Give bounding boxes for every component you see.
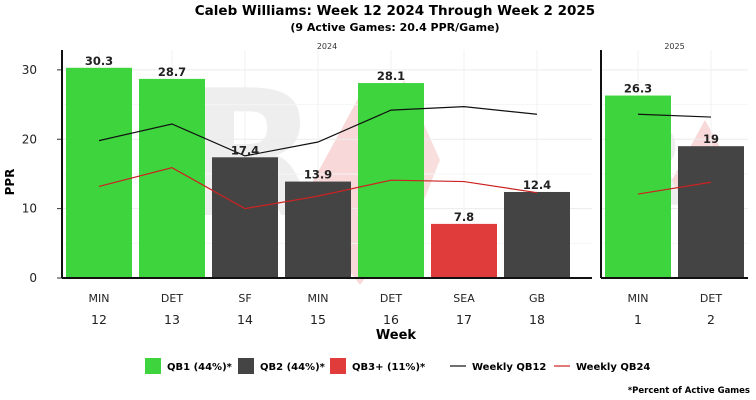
text-labels: 0102030202430.3MIN1228.7DET1317.4SF1413.… (22, 42, 723, 327)
data-label: 28.7 (158, 65, 186, 79)
week-tick-label: 17 (456, 312, 472, 327)
opponent-label: DET (380, 292, 402, 305)
weekly-qb12-line (98, 106, 538, 157)
y-tick-label: 30 (22, 63, 37, 77)
footnote: *Percent of Active Games (628, 386, 750, 396)
legend-swatch (238, 358, 254, 374)
axes (57, 50, 748, 279)
bar (139, 78, 205, 278)
opponent-label: DET (700, 292, 722, 305)
panel-label: 2024 (317, 42, 337, 51)
weekly-qb24-line (98, 167, 538, 210)
bar (678, 146, 744, 278)
legend-label: Weekly QB24 (576, 362, 650, 373)
week-tick-label: 15 (310, 312, 326, 327)
data-label: 13.9 (304, 168, 332, 182)
opponent-label: SF (238, 292, 251, 305)
bar (504, 191, 570, 278)
opponent-label: MIN (89, 292, 110, 305)
opponent-label: GB (529, 292, 545, 305)
week-tick-label: 2 (707, 312, 715, 327)
opponent-label: MIN (308, 292, 329, 305)
data-label: 26.3 (624, 82, 652, 96)
legend-swatch (330, 358, 346, 374)
chart-subtitle: (9 Active Games: 20.4 PPR/Game) (290, 21, 499, 34)
week-tick-label: 18 (529, 312, 545, 327)
data-label: 17.4 (231, 143, 259, 157)
week-tick-label: 12 (91, 312, 107, 327)
bars (66, 67, 744, 279)
y-tick-label: 20 (22, 132, 37, 146)
bar (431, 223, 497, 278)
legend-swatch (145, 358, 161, 374)
x-axis-label: Week (376, 328, 417, 343)
data-label: 28.1 (377, 69, 405, 83)
y-tick-label: 0 (29, 271, 37, 285)
opponent-label: MIN (628, 292, 649, 305)
y-tick-label: 10 (22, 202, 37, 216)
panel-label: 2025 (664, 42, 684, 51)
bar (605, 95, 671, 278)
y-axis-label: PPR (3, 169, 17, 196)
bar (66, 67, 132, 278)
week-tick-label: 14 (237, 312, 253, 327)
opponent-label: SEA (453, 292, 475, 305)
data-label: 30.3 (85, 54, 113, 68)
data-label: 12.4 (523, 178, 551, 192)
legend-label: Weekly QB12 (472, 362, 546, 373)
week-tick-label: 13 (164, 312, 180, 327)
data-label: 19 (703, 132, 719, 146)
data-label: 7.8 (454, 210, 474, 224)
opponent-label: DET (161, 292, 183, 305)
weekly-qb12-line (637, 113, 712, 118)
legend-label: QB1 (44%)* (167, 362, 233, 373)
bar (212, 157, 278, 278)
weekly-qb24-line (637, 181, 712, 195)
bar (285, 181, 351, 278)
legend-label: QB3+ (11%)* (352, 362, 426, 373)
week-tick-label: 1 (634, 312, 642, 327)
chart-title: Caleb Williams: Week 12 2024 Through Wee… (195, 3, 595, 19)
legend-label: QB2 (44%)* (260, 362, 326, 373)
weekly-lines (98, 106, 712, 210)
week-tick-label: 16 (383, 312, 399, 327)
legend: QB1 (44%)* QB2 (44%)* QB3+ (11%)* Weekly QB… (145, 358, 650, 374)
